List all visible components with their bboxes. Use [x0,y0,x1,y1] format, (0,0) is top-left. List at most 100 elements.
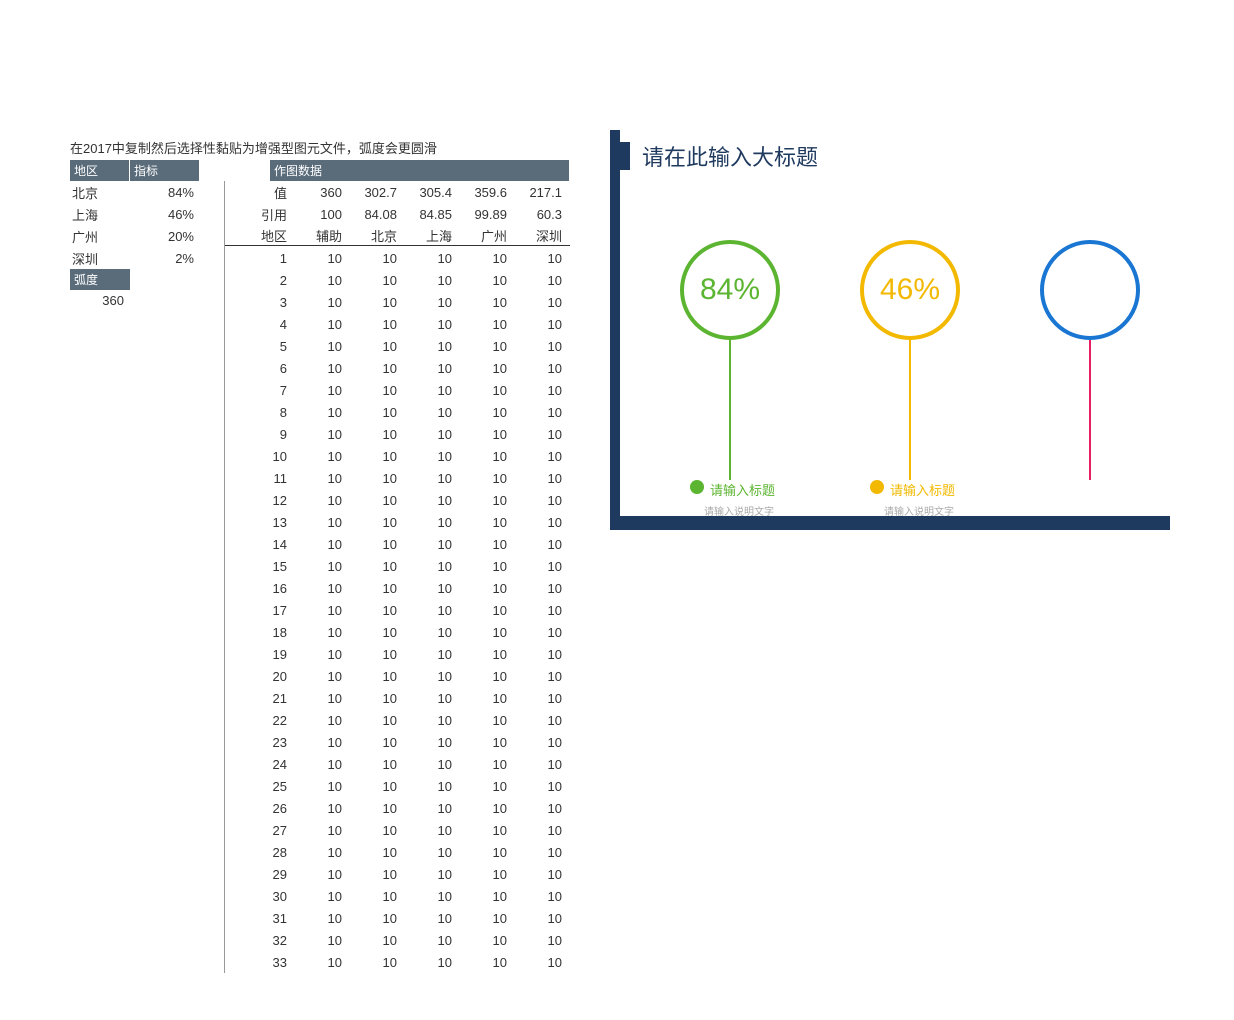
chart-cell: 10 [460,449,515,464]
chart-data-row: 171010101010 [225,599,570,621]
progress-ring: 46% [860,240,960,340]
chart-row-index: 33 [225,955,295,970]
chart-cell: 10 [460,427,515,442]
chart-cell: 10 [515,867,570,882]
chart-cell: 360 [295,185,350,200]
chart-row-index: 15 [225,559,295,574]
chart-cell: 10 [350,471,405,486]
chart-cell: 10 [460,713,515,728]
chart-row-index: 31 [225,911,295,926]
header-chartdata: 作图数据 [270,160,570,181]
chart-cell: 10 [295,515,350,530]
chart-cell: 10 [295,493,350,508]
chart-cell: 10 [295,801,350,816]
chart-row-index: 5 [225,339,295,354]
left-data-area: 在2017中复制然后选择性黏贴为增强型图元文件，弧度会更圆滑 地区 指标 作图数… [70,138,570,973]
chart-cell: 10 [350,647,405,662]
chart-cell: 10 [515,537,570,552]
chart-data-row: 301010101010 [225,885,570,907]
chart-cell: 10 [515,647,570,662]
circle-subtitle[interactable]: 请输入标题 [890,480,955,499]
chart-cell: 10 [295,295,350,310]
chart-cell: 10 [515,339,570,354]
chart-cell: 10 [405,471,460,486]
chart-cell: 10 [515,449,570,464]
chart-data-row: 281010101010 [225,841,570,863]
region-name: 广州 [70,227,130,246]
chart-data-row: 261010101010 [225,797,570,819]
chart-cell: 10 [405,383,460,398]
chart-cell: 10 [405,427,460,442]
circle-subtitle[interactable]: 请输入标题 [710,480,775,499]
chart-cell: 10 [350,955,405,970]
chart-cell: 广州 [460,226,515,246]
chart-cell: 10 [515,757,570,772]
chart-cell: 10 [460,581,515,596]
chart-cell: 10 [405,779,460,794]
chart-cell: 10 [295,713,350,728]
chart-cell: 10 [460,735,515,750]
region-name: 北京 [70,183,130,202]
circle-desc[interactable]: 请输入说明文字请输入说明文字请输入说明文字 [704,506,774,530]
chart-cell: 10 [515,383,570,398]
chart-data-row: 231010101010 [225,731,570,753]
chart-data-row: 81010101010 [225,401,570,423]
chart-cell: 10 [405,955,460,970]
chart-cell: 10 [350,889,405,904]
chart-cell: 10 [405,889,460,904]
chart-cell: 10 [460,801,515,816]
chart-cell: 10 [460,471,515,486]
chart-cell: 10 [405,559,460,574]
chart-cell: 10 [460,515,515,530]
chart-row-index: 29 [225,867,295,882]
chart-row-index: 11 [225,471,295,486]
chart-row-ref-label: 引用 [225,205,295,224]
chart-row-index: 7 [225,383,295,398]
chart-cell: 10 [405,933,460,948]
chart-cell: 10 [460,757,515,772]
chart-cell: 10 [350,449,405,464]
circle-desc[interactable]: 请输入说明文字请输入说明文字请输入说明文字 [884,506,954,530]
slide-title[interactable]: 请在此输入大标题 [642,140,818,172]
chart-cell: 10 [350,801,405,816]
circle-block: 84%请输入标题请输入说明文字请输入说明文字请输入说明文字 [660,240,800,340]
chart-cell: 10 [515,713,570,728]
chart-cell: 10 [405,317,460,332]
instruction-text: 在2017中复制然后选择性黏贴为增强型图元文件，弧度会更圆滑 [70,138,570,157]
chart-row-index: 18 [225,625,295,640]
chart-data-row: 161010101010 [225,577,570,599]
chart-cell: 217.1 [515,185,570,200]
stem-line [909,340,911,480]
chart-row-index: 23 [225,735,295,750]
chart-cell: 10 [460,361,515,376]
chart-cell: 10 [405,713,460,728]
chart-data-row: 61010101010 [225,357,570,379]
chart-cell: 10 [295,383,350,398]
chart-data-row: 31010101010 [225,291,570,313]
chart-cell: 10 [295,735,350,750]
chart-data-row: 251010101010 [225,775,570,797]
chart-cell: 10 [295,581,350,596]
chart-cell: 10 [515,427,570,442]
chart-cell: 10 [295,625,350,640]
chart-cell: 10 [405,449,460,464]
chart-cell: 10 [350,757,405,772]
data-grid: 北京84%上海46%广州20%深圳2% 弧度 360 值 360 302.7 3… [70,181,570,973]
chart-data-row: 271010101010 [225,819,570,841]
chart-cell: 10 [460,405,515,420]
chart-row-index: 27 [225,823,295,838]
chart-row-index: 30 [225,889,295,904]
chart-cell: 10 [460,823,515,838]
chart-data-row: 91010101010 [225,423,570,445]
chart-row-index: 13 [225,515,295,530]
region-pct: 20% [130,229,200,244]
chart-cell: 10 [350,911,405,926]
chart-row-index: 1 [225,251,295,266]
chart-cell: 10 [350,933,405,948]
chart-cell: 10 [350,581,405,596]
chart-cell: 10 [405,757,460,772]
chart-cell: 10 [295,537,350,552]
chart-cell: 10 [515,955,570,970]
chart-cell: 10 [405,295,460,310]
chart-cell: 10 [460,383,515,398]
